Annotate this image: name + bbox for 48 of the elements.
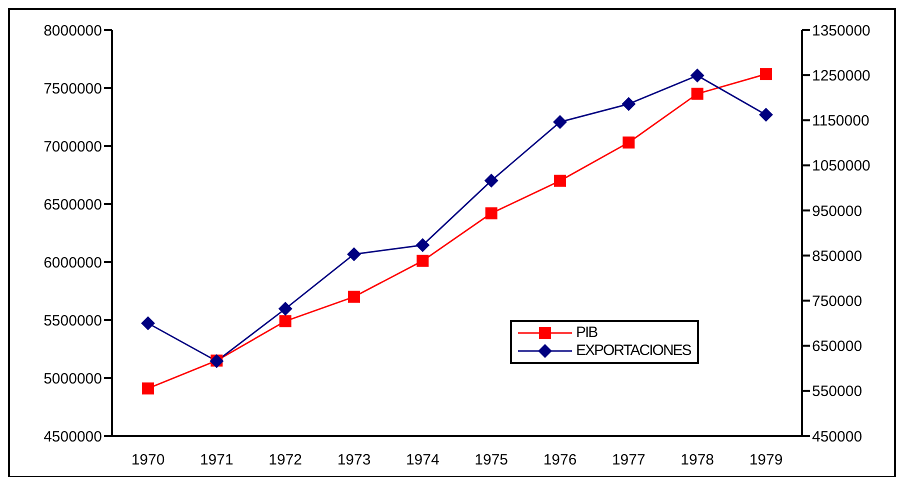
- x-tick-label: 1974: [406, 452, 440, 469]
- point: [554, 174, 566, 187]
- x-tick-label: 1973: [337, 452, 371, 469]
- point: [622, 136, 635, 149]
- point: [485, 207, 498, 220]
- point: [416, 254, 429, 267]
- point: [484, 174, 498, 188]
- point: [416, 238, 430, 252]
- x-tick-label: 1977: [612, 452, 646, 469]
- point: [690, 68, 704, 83]
- point: [142, 382, 154, 394]
- point: [553, 115, 567, 130]
- point: [760, 68, 772, 80]
- y2-tick-label: 750000: [812, 292, 862, 310]
- y2-tick-label: 950000: [812, 202, 862, 220]
- y2-tick-label: 1350000: [812, 22, 870, 40]
- y-tick-label: 5000000: [44, 370, 102, 388]
- legend-label: PIB: [576, 324, 598, 342]
- y-tick-label: 4500000: [44, 428, 102, 446]
- point: [347, 247, 361, 262]
- y-tick-label: 8000000: [44, 22, 102, 40]
- point: [691, 88, 704, 100]
- y-tick-label: 7500000: [44, 80, 102, 98]
- x-tick-label: 1970: [131, 452, 165, 469]
- point: [622, 96, 636, 111]
- x-tick-label: 1971: [200, 452, 234, 469]
- point: [348, 290, 360, 303]
- x-tick-label: 1978: [680, 452, 714, 469]
- x-tick-label: 1975: [474, 452, 508, 469]
- point: [141, 316, 155, 330]
- point: [278, 302, 292, 316]
- x-tick-label: 1972: [268, 452, 302, 469]
- y2-tick-label: 550000: [812, 383, 862, 400]
- y2-tick-label: 450000: [812, 428, 862, 446]
- y2-tick-label: 1050000: [812, 158, 870, 175]
- y-tick-label: 7000000: [44, 138, 102, 156]
- legend-label: EXPORTACIONES: [576, 342, 691, 360]
- y2-tick-label: 650000: [812, 338, 862, 356]
- y-tick-label: 6000000: [44, 254, 102, 272]
- y2-tick-label: 1250000: [812, 67, 870, 84]
- x-tick-label: 1976: [543, 452, 577, 469]
- y2-tick-label: 1150000: [812, 112, 870, 130]
- x-tick-label: 1979: [749, 452, 783, 469]
- point: [279, 315, 292, 328]
- y-tick-label: 5500000: [44, 312, 102, 330]
- y-tick-label: 6500000: [44, 196, 102, 214]
- y2-tick-label: 850000: [812, 248, 862, 265]
- point: [759, 108, 773, 122]
